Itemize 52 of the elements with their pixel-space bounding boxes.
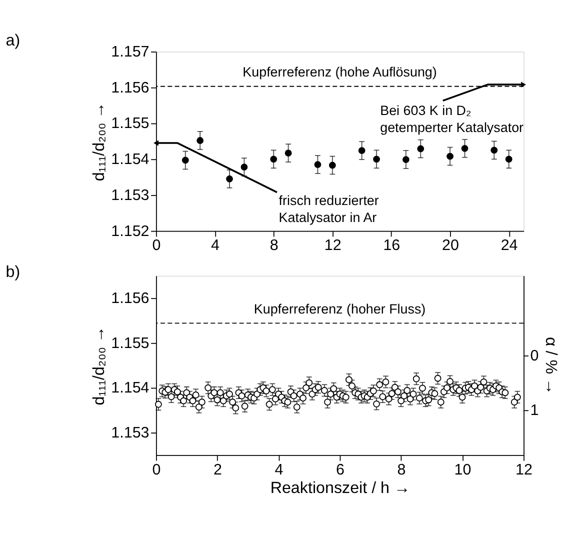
x-tick-label: 8: [270, 237, 278, 254]
point: [505, 156, 512, 163]
point: [314, 161, 322, 168]
point: [461, 144, 468, 152]
y-tick-label: 1.156: [111, 290, 150, 308]
point: [446, 152, 454, 160]
point: [240, 164, 248, 170]
point: [490, 146, 498, 154]
x-tick-label: 24: [500, 237, 518, 254]
point: [402, 156, 410, 163]
x-tick-label: 10: [454, 461, 472, 478]
x-tick-label: 6: [336, 461, 344, 478]
point: [226, 175, 233, 182]
x-tick-label: 4: [274, 461, 284, 478]
x-tick-label: 16: [383, 237, 400, 254]
point: [417, 145, 424, 152]
ref-line-label: Kupferreferenz (hoher Fluss): [254, 301, 426, 316]
point: [196, 137, 204, 144]
y2-tick-label: 1: [530, 402, 539, 419]
point: [182, 156, 189, 164]
x-tick-label: 0: [152, 237, 161, 254]
text: a): [6, 31, 20, 50]
annotation: frisch reduzierter Katalysator in Ar: [278, 192, 380, 225]
text: b): [6, 263, 20, 282]
point: [270, 156, 278, 163]
x-tick-label: 12: [516, 461, 532, 478]
point: [328, 162, 336, 169]
x-tick-label: 20: [442, 237, 459, 254]
point: [284, 150, 292, 157]
y-tick-label: 1.154: [111, 151, 150, 168]
y-tick-label: 1.155: [111, 115, 150, 132]
x-tick-label: 2: [213, 461, 222, 478]
y-tick-label: 1.157: [111, 44, 150, 61]
y-tick-label: 1.153: [111, 186, 150, 204]
x-axis-title: Reaktionszeit / h →: [270, 479, 410, 498]
point: [373, 156, 380, 163]
x-tick-label: 8: [397, 461, 406, 478]
y-tick-label: 1.156: [111, 79, 150, 96]
y-tick-label: 1.152: [111, 222, 150, 240]
x-tick-label: 0: [152, 461, 161, 478]
x-tick-label: 12: [324, 237, 342, 254]
point: [358, 147, 366, 154]
y-axis-title: d₁₁₁/d₂₀₀ →: [90, 326, 108, 406]
x-tick-label: 4: [211, 237, 220, 254]
y-tick-label: 1.153: [111, 424, 150, 442]
annotation: Bei 603 K in D₂ getemperter Katalysator: [380, 103, 524, 136]
ref-line-label: Kupferreferenz (hohe Auflösung): [242, 64, 437, 80]
y2-tick-label: 0: [530, 348, 539, 365]
y-tick-label: 1.154: [111, 380, 150, 397]
y-tick-label: 1.155: [111, 334, 150, 352]
y-axis-title: d₁₁₁/d₂₀₀ →: [90, 102, 108, 182]
y2-axis-title: α / % →: [542, 336, 560, 395]
